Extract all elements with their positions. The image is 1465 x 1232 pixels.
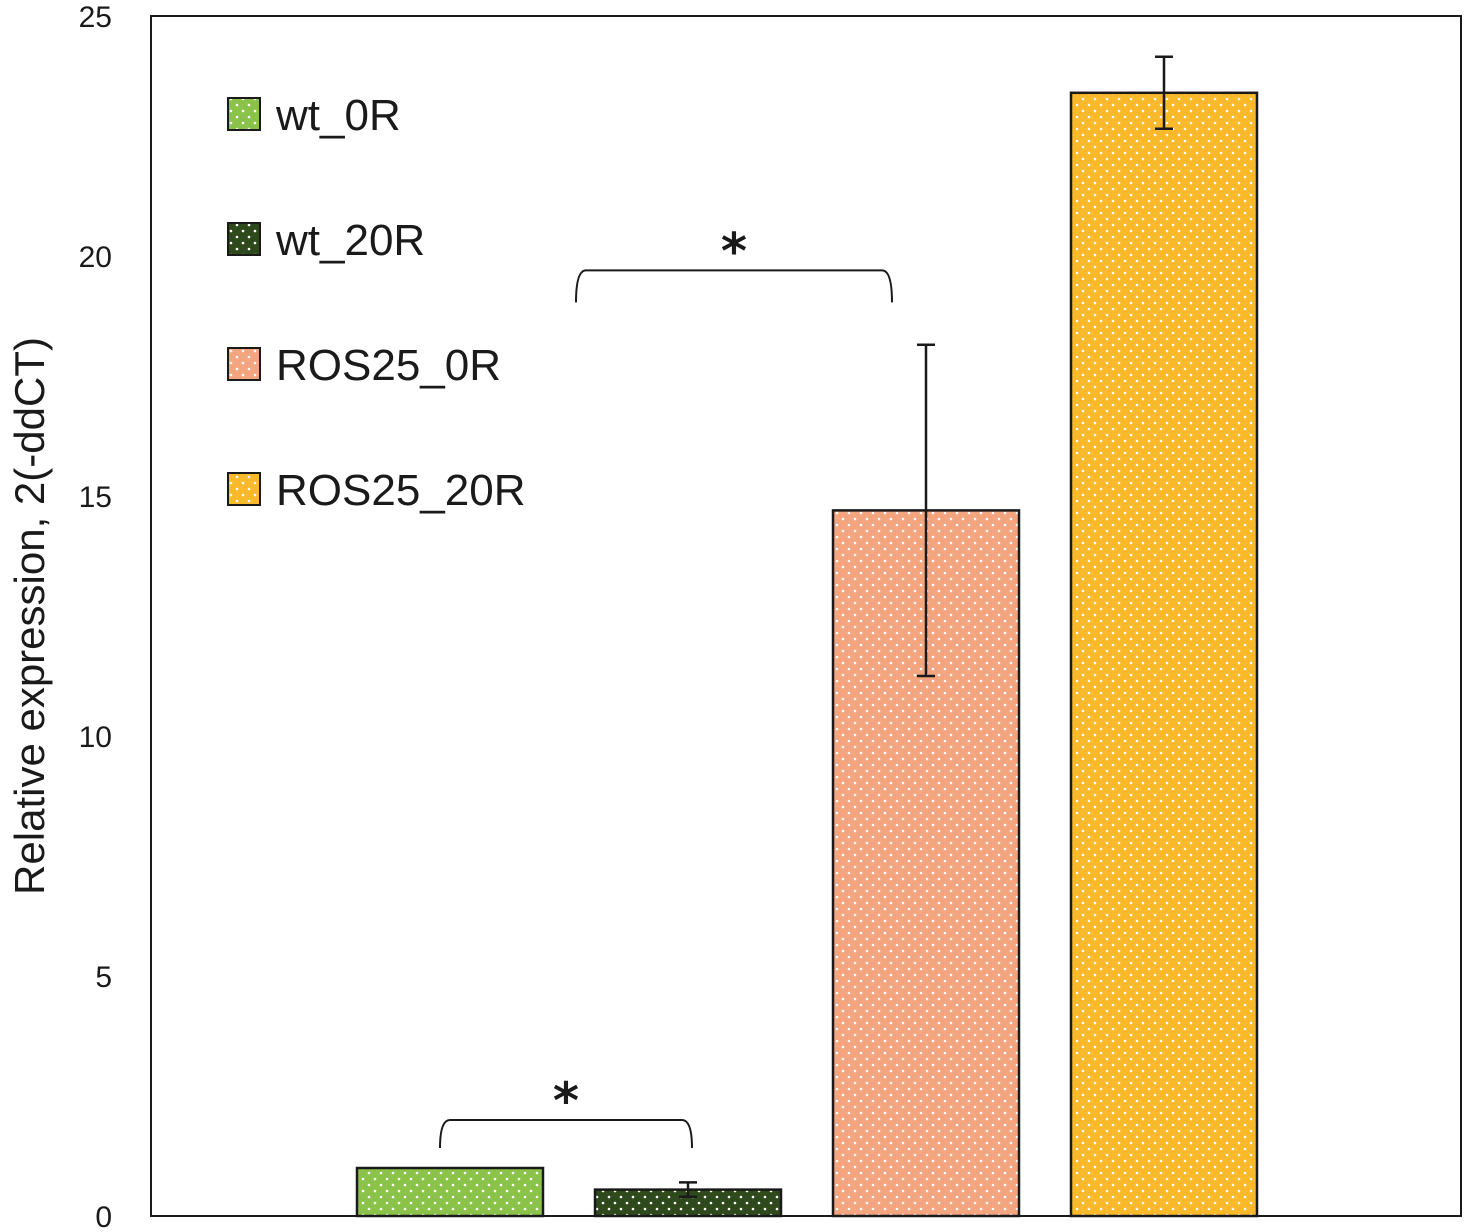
legend-item-wt-20r: wt_20R [227,216,425,265]
legend-label: wt_20R [275,216,425,265]
bars-layer [355,91,1259,1218]
y-tick-label: 10 [79,721,112,754]
bar-ros25-20r [1069,91,1259,1218]
y-tick-label: 5 [95,961,112,994]
plot-area-frame [150,15,1462,1217]
significance-bracket: * [439,1072,693,1149]
legend-swatch [227,222,261,256]
legend: wt_0R wt_20R ROS25_0R ROS25_20R [227,91,525,515]
legend-label: ROS25_20R [276,466,525,515]
y-tick-label: 20 [79,241,112,274]
legend-label: wt_0R [275,91,401,140]
significance-layer: ** [439,222,893,1149]
legend-swatch [227,347,261,381]
significance-star: * [553,1072,579,1130]
bar-wt-0r [355,1166,545,1218]
significance-star: * [721,222,747,280]
error-bars-layer [679,55,1173,1199]
axes-layer [150,15,1462,1217]
legend-item-ros25-0r: ROS25_0R [227,341,501,390]
y-tick-label: 0 [95,1201,112,1232]
y-tick-label: 25 [79,1,112,34]
legend-swatch [227,472,261,506]
error-bar-wt-20r [679,1181,697,1199]
significance-bracket: * [575,222,893,303]
y-axis-ticks: 0 5 10 15 20 25 [79,1,112,1232]
error-bar-ros25-20r [1155,55,1173,131]
error-bar-ros25-0r [917,343,935,678]
y-axis-title: Relative expression, 2(-ddCT) [6,337,53,895]
legend-label: ROS25_0R [276,341,501,390]
legend-swatch [227,97,261,131]
legend-item-wt-0r: wt_0R [227,91,401,140]
y-tick-label: 15 [79,481,112,514]
legend-item-ros25-20r: ROS25_20R [227,466,525,515]
